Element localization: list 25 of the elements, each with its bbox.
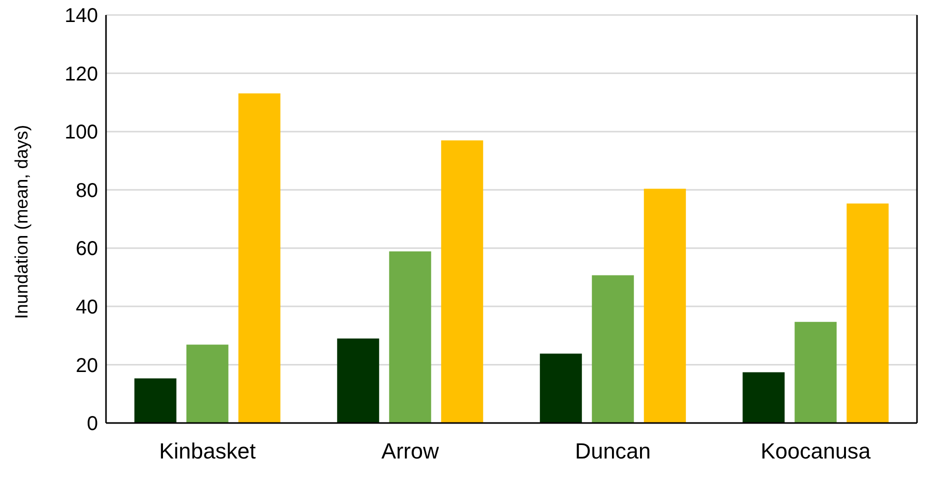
x-tick-label: Duncan	[574, 438, 651, 464]
bar	[742, 372, 785, 423]
y-tick-label: 60	[76, 238, 98, 260]
bar	[337, 338, 380, 423]
y-tick-label: 120	[64, 63, 98, 86]
bar	[186, 344, 228, 423]
x-tick-label: Kinbasket	[159, 438, 256, 464]
y-tick-label: 100	[64, 122, 98, 144]
bar	[644, 188, 686, 423]
bar	[592, 275, 634, 423]
bar	[540, 354, 582, 423]
y-tick-label: 0	[86, 413, 98, 436]
x-tick-label: Arrow	[381, 438, 439, 464]
y-tick-label: 80	[76, 180, 98, 202]
x-tick-label: Koocanusa	[760, 438, 872, 464]
y-tick-label: 20	[76, 354, 98, 377]
y-tick-label: 40	[76, 296, 98, 319]
y-axis-title: Inundation (mean, days)	[11, 124, 32, 319]
bar	[389, 251, 432, 423]
bar	[441, 140, 484, 423]
y-tick-label: 140	[64, 5, 98, 28]
bar	[238, 93, 280, 423]
bar	[134, 378, 176, 423]
bar	[794, 322, 837, 423]
bar	[846, 204, 889, 423]
